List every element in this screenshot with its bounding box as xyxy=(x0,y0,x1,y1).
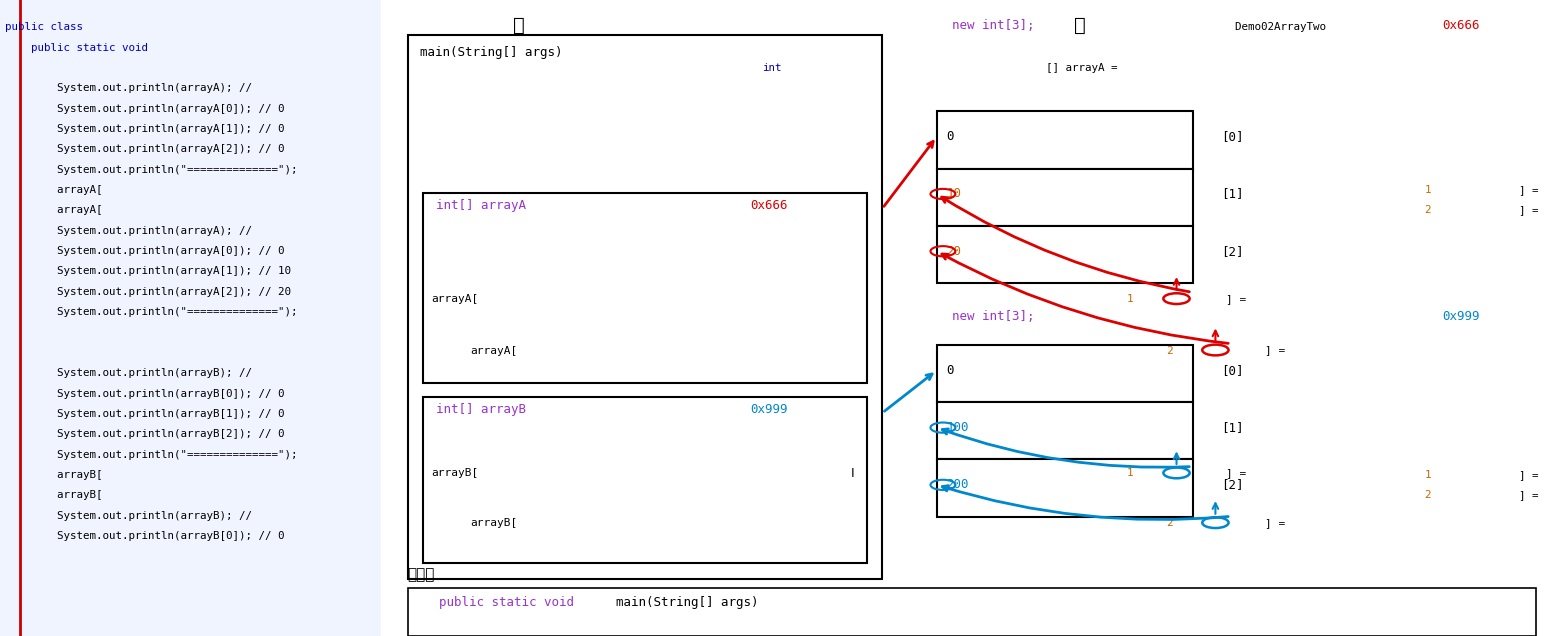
Bar xyxy=(423,193,867,383)
Text: 0: 0 xyxy=(946,364,954,377)
Text: [0]: [0] xyxy=(1221,364,1243,377)
Bar xyxy=(423,397,867,563)
Text: 栈: 栈 xyxy=(513,16,526,35)
Text: System.out.println(arrayA[2]); // 0: System.out.println(arrayA[2]); // 0 xyxy=(5,144,285,155)
Text: [1]: [1] xyxy=(1221,188,1243,200)
Text: System.out.println(arrayA[1]); // 0: System.out.println(arrayA[1]); // 0 xyxy=(5,124,285,134)
Bar xyxy=(381,0,1556,636)
Text: 0x999: 0x999 xyxy=(1442,310,1480,322)
Text: System.out.println("==============");: System.out.println("=============="); xyxy=(5,450,297,460)
Text: System.out.println("==============");: System.out.println("=============="); xyxy=(5,307,297,317)
Bar xyxy=(937,226,1193,283)
Text: System.out.println(arrayB); //: System.out.println(arrayB); // xyxy=(5,368,258,378)
Text: arrayB[: arrayB[ xyxy=(5,490,103,501)
Text: 1: 1 xyxy=(1425,470,1432,480)
Text: [2]: [2] xyxy=(1221,478,1243,492)
Bar xyxy=(937,402,1193,459)
Text: Demo02ArrayTwo: Demo02ArrayTwo xyxy=(1235,22,1333,32)
Text: 2: 2 xyxy=(1165,518,1173,529)
Text: 2: 2 xyxy=(1425,205,1432,216)
Text: new int[3];: new int[3]; xyxy=(952,19,1035,32)
Text: int[] arrayA: int[] arrayA xyxy=(436,199,526,212)
Text: System.out.println(arrayB); //: System.out.println(arrayB); // xyxy=(5,511,258,521)
Text: arrayB[: arrayB[ xyxy=(5,470,103,480)
Text: [1]: [1] xyxy=(1221,421,1243,434)
Text: System.out.println(arrayA[2]); // 20: System.out.println(arrayA[2]); // 20 xyxy=(5,287,291,297)
Text: arrayA[: arrayA[ xyxy=(5,185,103,195)
Text: 100: 100 xyxy=(946,421,968,434)
Bar xyxy=(0,0,381,636)
Text: 0: 0 xyxy=(946,130,954,143)
Text: ] =: ] = xyxy=(1519,470,1545,480)
Text: ] =: ] = xyxy=(1519,205,1545,216)
Text: arrayA[: arrayA[ xyxy=(431,294,478,304)
Bar xyxy=(937,459,1193,516)
Text: ] =: ] = xyxy=(1265,345,1291,356)
Text: ] =: ] = xyxy=(1265,518,1291,529)
Text: int: int xyxy=(762,348,781,358)
Text: public static void: public static void xyxy=(5,43,154,53)
Text: 0x666: 0x666 xyxy=(1442,19,1480,32)
Bar xyxy=(937,169,1193,226)
Text: System.out.println(arrayB[2]); // 0: System.out.println(arrayB[2]); // 0 xyxy=(5,429,285,439)
Text: arrayB[: arrayB[ xyxy=(470,518,517,529)
Text: 10: 10 xyxy=(946,188,962,200)
Bar xyxy=(937,345,1193,402)
Bar xyxy=(408,35,882,579)
Text: 方法区: 方法区 xyxy=(408,567,436,582)
Text: int: int xyxy=(762,63,781,73)
Text: System.out.println(arrayA); //: System.out.println(arrayA); // xyxy=(5,83,258,93)
Text: 2: 2 xyxy=(1165,345,1173,356)
Text: ] =: ] = xyxy=(1226,294,1253,304)
Text: 1: 1 xyxy=(1425,185,1432,195)
Text: System.out.println(arrayA[0]); // 0: System.out.println(arrayA[0]); // 0 xyxy=(5,104,285,114)
Text: 20: 20 xyxy=(946,245,962,258)
Text: new int[3];: new int[3]; xyxy=(952,310,1035,322)
Text: System.out.println("==============");: System.out.println("=============="); xyxy=(5,165,297,175)
Text: ] =: ] = xyxy=(1226,469,1253,478)
Text: System.out.println(arrayB[0]); // 0: System.out.println(arrayB[0]); // 0 xyxy=(5,531,285,541)
Text: main(String[] args): main(String[] args) xyxy=(420,46,563,59)
Text: arrayA[: arrayA[ xyxy=(5,205,103,216)
Text: System.out.println(arrayB[0]); // 0: System.out.println(arrayB[0]); // 0 xyxy=(5,389,285,399)
Text: main(String[] args): main(String[] args) xyxy=(616,596,759,609)
Text: System.out.println(arrayA); //: System.out.println(arrayA); // xyxy=(5,226,258,236)
Text: 0x666: 0x666 xyxy=(750,199,787,212)
Bar xyxy=(408,588,1536,636)
Text: int[] arrayB: int[] arrayB xyxy=(436,403,526,417)
Text: public class: public class xyxy=(5,22,89,32)
Text: [0]: [0] xyxy=(1221,130,1243,143)
Text: I: I xyxy=(851,467,854,480)
Text: [] arrayA =: [] arrayA = xyxy=(1046,63,1123,73)
Text: 0x999: 0x999 xyxy=(750,403,787,417)
Text: public static void: public static void xyxy=(439,596,582,609)
Text: System.out.println(arrayB[1]); // 0: System.out.println(arrayB[1]); // 0 xyxy=(5,409,285,419)
Text: [2]: [2] xyxy=(1221,245,1243,258)
Bar xyxy=(937,111,1193,169)
Text: arrayA[: arrayA[ xyxy=(470,345,517,356)
Text: 200: 200 xyxy=(946,478,968,492)
Text: System.out.println(arrayA[0]); // 0: System.out.println(arrayA[0]); // 0 xyxy=(5,246,285,256)
Text: ] =: ] = xyxy=(1519,185,1545,195)
Text: ] =: ] = xyxy=(1519,490,1545,501)
Text: 1: 1 xyxy=(1127,294,1134,304)
Text: [] arrayB =: [] arrayB = xyxy=(1046,348,1123,358)
Text: 2: 2 xyxy=(1425,490,1432,501)
Text: 堆: 堆 xyxy=(1074,16,1086,35)
Text: arrayB[: arrayB[ xyxy=(431,469,478,478)
Text: System.out.println(arrayA[1]); // 10: System.out.println(arrayA[1]); // 10 xyxy=(5,266,291,277)
Text: 1: 1 xyxy=(1127,469,1134,478)
